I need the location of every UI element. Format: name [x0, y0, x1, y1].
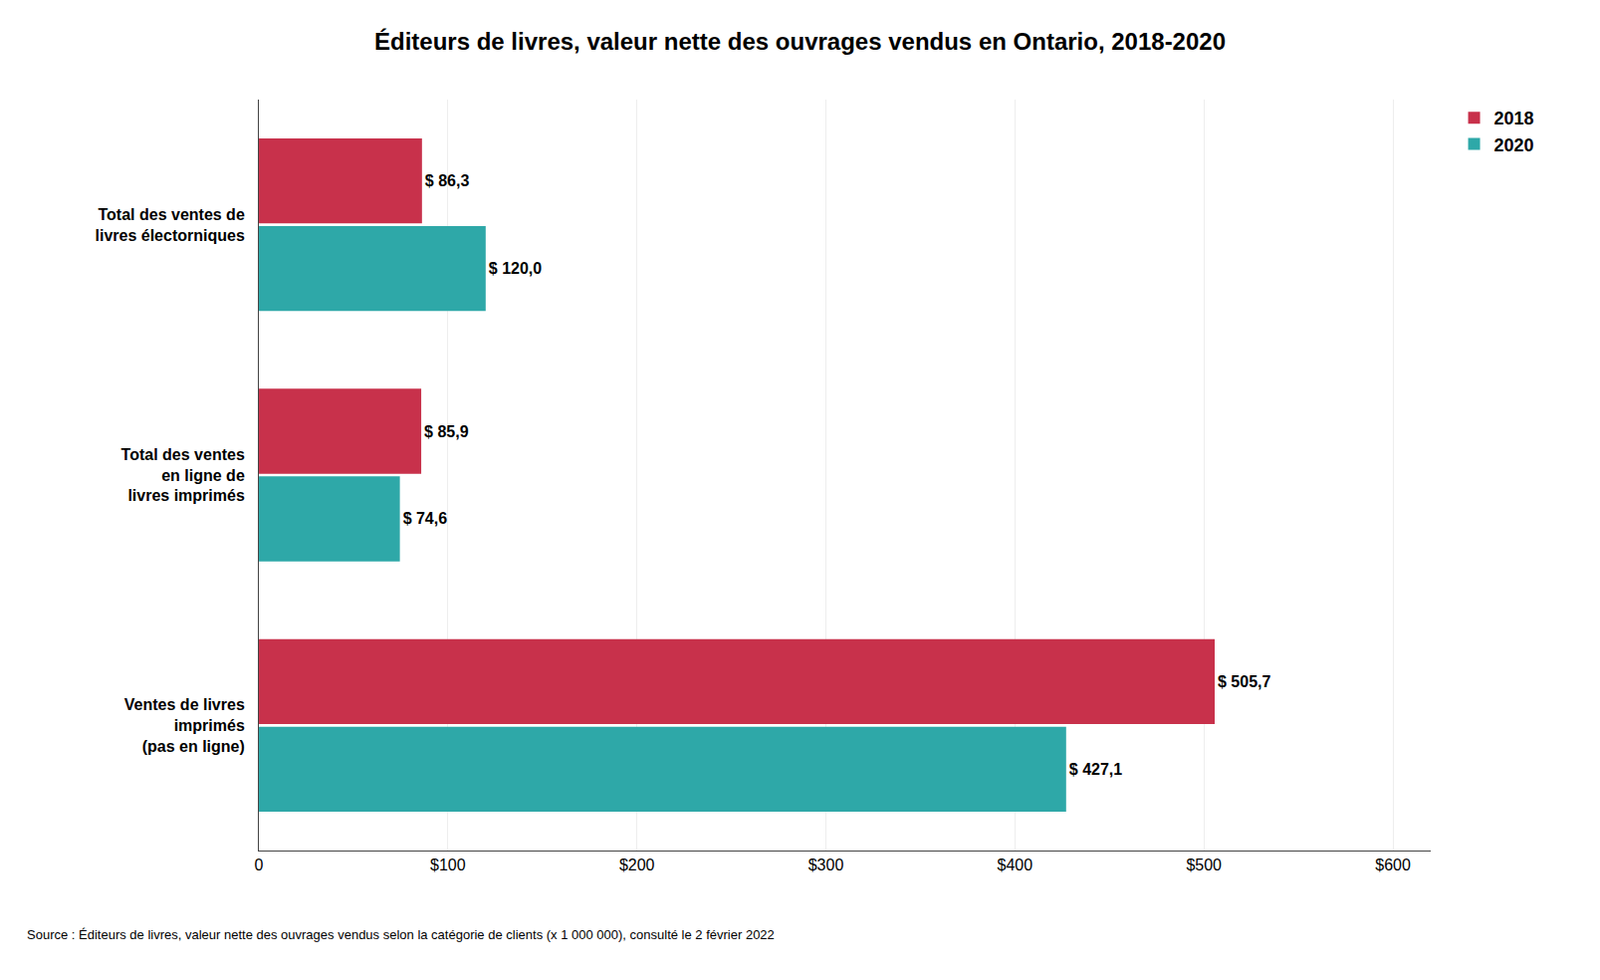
svg-text:$600: $600 [1374, 856, 1411, 874]
svg-text:Source : Éditeurs de livres, v: Source : Éditeurs de livres, valeur nett… [26, 926, 775, 942]
svg-text:$ 505,7: $ 505,7 [1217, 673, 1271, 690]
svg-text:$ 427,1: $ 427,1 [1069, 760, 1123, 778]
svg-text:$200: $200 [619, 856, 656, 874]
svg-text:Total des ventesen ligne deliv: Total des ventesen ligne delivres imprim… [121, 446, 245, 505]
svg-text:2018: 2018 [1494, 108, 1535, 129]
svg-text:$500: $500 [1185, 856, 1222, 874]
svg-text:$300: $300 [808, 856, 845, 874]
svg-text:$ 120,0: $ 120,0 [488, 259, 542, 277]
svg-text:$ 74,6: $ 74,6 [403, 509, 449, 527]
svg-text:Ventes de livresimprimés(pas e: Ventes de livresimprimés(pas en ligne) [124, 695, 245, 755]
svg-text:$100: $100 [430, 856, 466, 874]
svg-text:$ 85,9: $ 85,9 [424, 423, 469, 441]
svg-text:Total des ventes delivres élec: Total des ventes delivres électorniques [95, 206, 245, 244]
svg-text:0: 0 [254, 856, 264, 874]
svg-text:$400: $400 [997, 856, 1034, 874]
svg-text:Éditeurs de livres, valeur net: Éditeurs de livres, valeur nette des ouv… [374, 27, 1226, 55]
svg-text:$ 86,3: $ 86,3 [425, 172, 470, 190]
svg-text:2020: 2020 [1494, 135, 1535, 156]
